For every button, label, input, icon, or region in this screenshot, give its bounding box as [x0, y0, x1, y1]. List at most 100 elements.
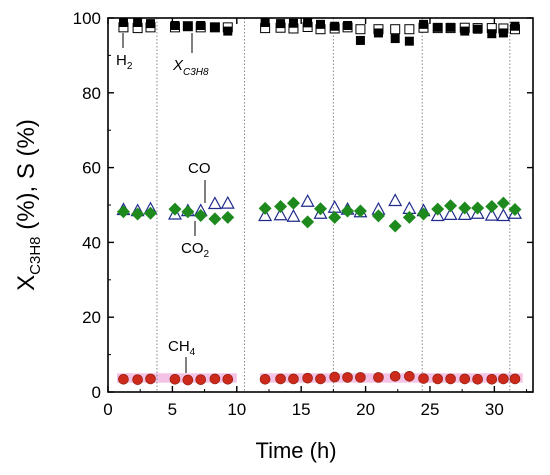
marker-ch4-22 [459, 373, 471, 385]
x-ticks: 0 5 10 15 20 25 30 [103, 18, 528, 419]
marker-ch4-26 [509, 373, 521, 385]
marker-ch4-16 [373, 372, 384, 383]
marker-x_c3h8-11 [303, 18, 313, 28]
y-tick-label-100: 100 [73, 9, 101, 28]
marker-co2-23 [471, 201, 485, 215]
x-tick-label-0: 0 [103, 400, 112, 419]
marker-co-10 [286, 208, 301, 222]
marker-co2-20 [431, 202, 445, 216]
annotation-h2: H2 [116, 52, 133, 72]
marker-x_c3h8-10 [288, 18, 298, 28]
marker-ch4-6 [209, 373, 221, 385]
marker-ch4-0 [118, 373, 129, 385]
marker-ch4-17 [389, 370, 401, 382]
marker-co-8 [258, 208, 273, 222]
y-axis-title-base: X [13, 275, 40, 291]
annotation-ch4-sub: 4 [190, 347, 196, 358]
marker-co-24 [484, 207, 499, 221]
marker-x_c3h8-17 [390, 34, 400, 44]
x-tick-label-20: 20 [356, 400, 375, 419]
marker-x_c3h8-14 [343, 20, 353, 30]
annotation-h2-base: H [116, 52, 127, 69]
marker-x_c3h8-2 [146, 19, 155, 29]
marker-x_c3h8-23 [473, 24, 483, 34]
x-tick-label-30: 30 [485, 400, 504, 419]
marker-co-21 [443, 207, 458, 220]
marker-co-9 [273, 207, 288, 221]
annotation-co: CO [188, 160, 211, 177]
marker-co2-24 [485, 199, 499, 213]
marker-x_c3h8-4 [183, 21, 193, 31]
marker-co2-18 [402, 210, 416, 224]
marker-ch4-20 [432, 373, 443, 385]
marker-co2-1 [131, 207, 145, 221]
x-tick-label-5: 5 [168, 400, 177, 419]
marker-ch4-1 [132, 374, 143, 385]
annotation-x-c3h8-sub: C3H8 [183, 67, 209, 78]
marker-h2-17 [390, 24, 401, 35]
y-ticks: 0 20 40 60 80 100 [73, 9, 533, 402]
marker-co2-11 [301, 215, 315, 229]
marker-co2-22 [458, 201, 472, 215]
marker-ch4-7 [222, 373, 234, 385]
marker-x_c3h8-5 [196, 20, 206, 30]
marker-ch4-8 [259, 373, 271, 385]
marker-co-11 [300, 194, 315, 207]
marker-ch4-13 [329, 371, 340, 383]
marker-ch4-4 [182, 374, 194, 386]
marker-co2-12 [314, 202, 327, 216]
marker-x_c3h8-9 [276, 19, 286, 29]
marker-x_c3h8-15 [355, 35, 365, 45]
marker-h2-18 [404, 24, 415, 35]
y-tick-label-60: 60 [82, 159, 101, 178]
marker-co2-2 [144, 206, 157, 220]
marker-co2-5 [194, 208, 208, 222]
marker-co2-0 [116, 205, 130, 219]
marker-co2-26 [508, 202, 522, 216]
annotation-x-c3h8-base: X [172, 57, 184, 74]
marker-ch4-25 [498, 373, 509, 385]
marker-co2-10 [286, 196, 300, 210]
marker-co2-3 [168, 202, 182, 216]
marker-x_c3h8-25 [498, 28, 508, 38]
marker-co-7 [220, 195, 235, 209]
x-tick-label-25: 25 [421, 400, 440, 419]
marker-x_c3h8-19 [419, 19, 429, 29]
marker-x_c3h8-1 [133, 17, 143, 27]
x-tick-label-10: 10 [227, 400, 246, 419]
y-tick-label-80: 80 [82, 84, 101, 103]
marker-x_c3h8-3 [170, 20, 180, 30]
marker-x_c3h8-16 [373, 28, 383, 38]
marker-x_c3h8-21 [446, 22, 456, 32]
marker-co-20 [430, 208, 445, 222]
marker-co2-16 [371, 209, 385, 223]
marker-x_c3h8-18 [404, 36, 414, 46]
marker-co2-17 [388, 219, 402, 233]
marker-ch4-9 [275, 373, 286, 385]
marker-h2-15 [355, 24, 366, 35]
marker-co2-8 [258, 201, 272, 215]
annotation-co2-base: CO [181, 240, 204, 257]
annotations: H2 XC3H8 CO CO2 CH4 [116, 33, 211, 373]
marker-x_c3h8-20 [433, 22, 443, 32]
annotation-co2-sub: 2 [204, 249, 210, 260]
marker-ch4-10 [288, 373, 299, 385]
marker-ch4-15 [355, 372, 366, 383]
marker-ch4-12 [315, 373, 326, 385]
marker-ch4-2 [145, 373, 156, 385]
x-tick-label-15: 15 [292, 400, 311, 419]
marker-co-13 [327, 199, 342, 213]
y-axis-title-sub: C3H8 [27, 236, 44, 274]
marker-co2-7 [221, 210, 235, 224]
annotation-ch4: CH4 [168, 338, 196, 358]
y-tick-label-40: 40 [82, 233, 101, 252]
marker-x_c3h8-8 [260, 17, 270, 27]
marker-ch4-19 [418, 373, 429, 384]
marker-co-17 [388, 193, 403, 207]
marker-ch4-11 [302, 372, 313, 384]
marker-co-22 [457, 207, 472, 220]
marker-co-25 [496, 208, 511, 222]
marker-co2-9 [274, 199, 288, 213]
marker-x_c3h8-24 [487, 29, 497, 39]
